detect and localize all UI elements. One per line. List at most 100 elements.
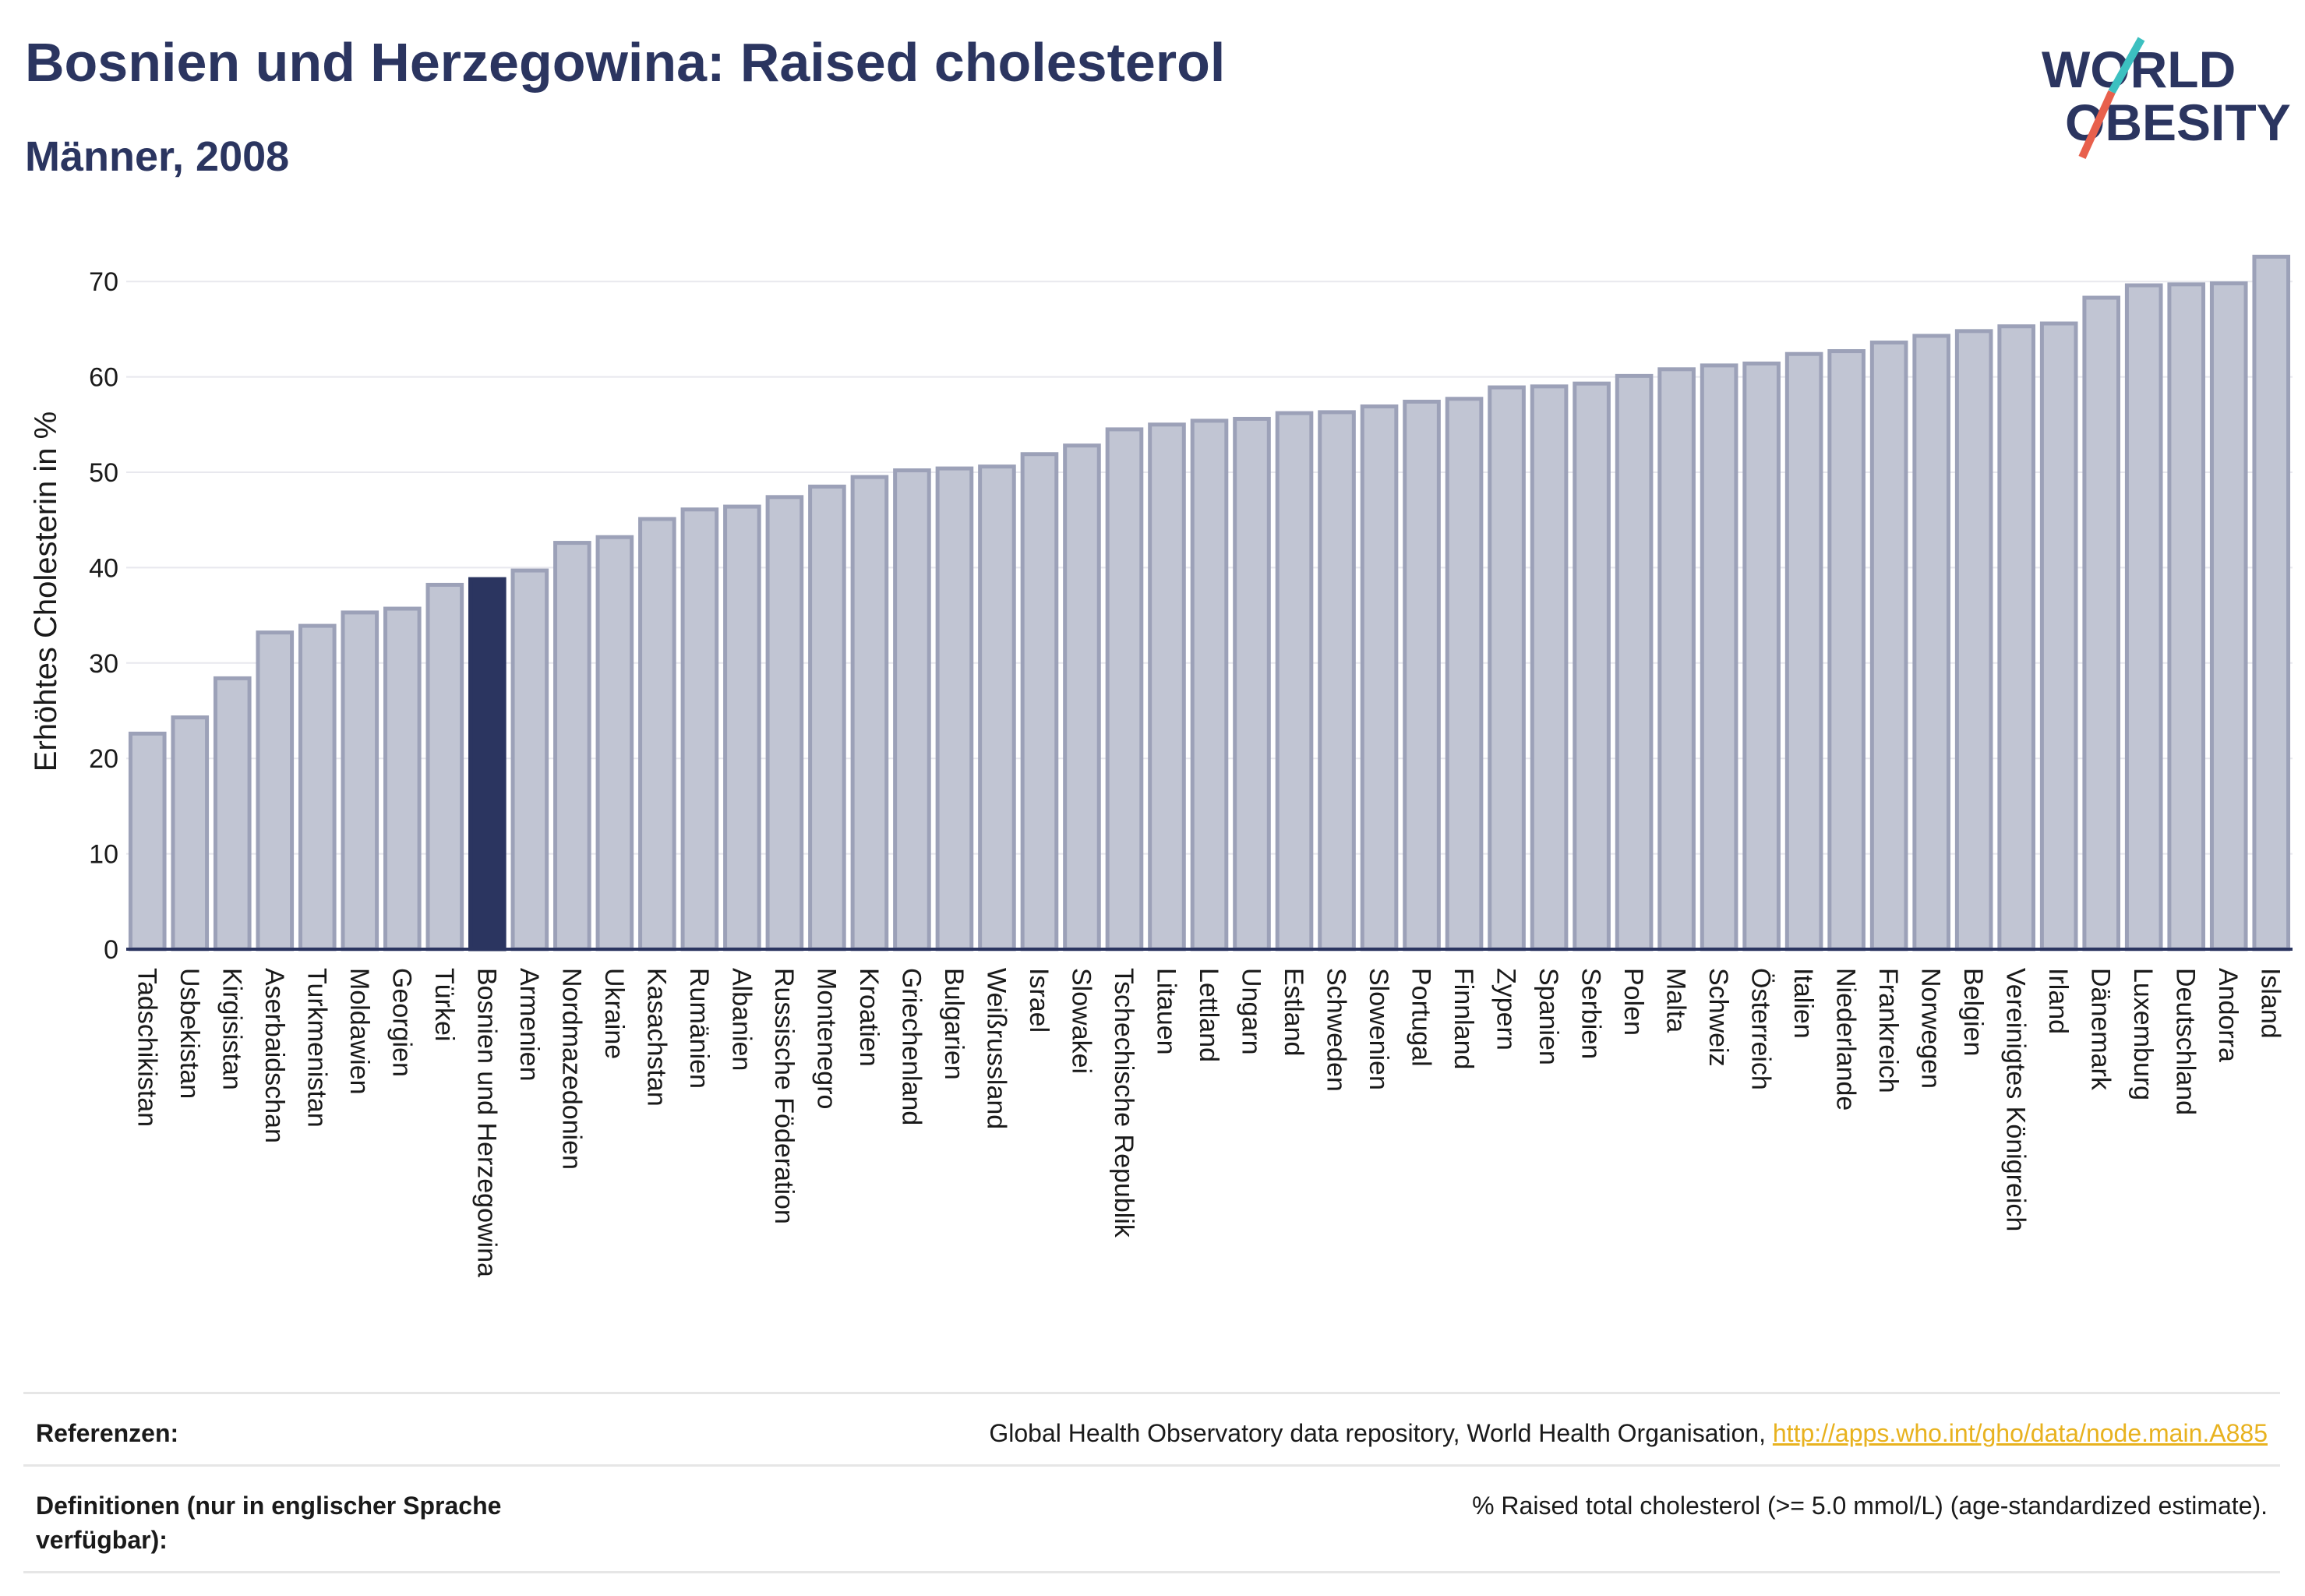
x-tick-label: Slowenien (1364, 968, 1393, 1090)
bar (1190, 418, 1229, 952)
page-title: Bosnien und Herzegowina: Raised choleste… (25, 32, 1226, 93)
footer: Referenzen: Global Health Observatory da… (23, 1392, 2280, 1573)
references-link[interactable]: http://apps.who.int/gho/data/node.main.A… (1772, 1419, 2268, 1447)
bar (383, 606, 422, 952)
x-tick-label: Italien (1788, 968, 1818, 1039)
x-tick-label: Tadschikistan (132, 968, 161, 1127)
x-tick-label: Zypern (1491, 968, 1521, 1050)
x-tick-label: Georgien (387, 968, 416, 1077)
x-tick-label: Moldawien (344, 968, 374, 1095)
definitions-row: Definitionen (nur in englischer Sprache … (23, 1464, 2280, 1573)
bar (935, 466, 974, 952)
x-tick-label: Malta (1661, 968, 1691, 1033)
references-value: Global Health Observatory data repositor… (989, 1416, 2268, 1450)
bar (1318, 410, 1356, 952)
bar (2167, 282, 2206, 952)
x-axis-labels: Tadschikistan Usbekistan Kirgisistan Aserba… (132, 968, 2285, 1277)
y-tick-label: 70 (89, 267, 118, 297)
y-tick-label: 20 (89, 744, 118, 774)
bar (1403, 399, 1441, 952)
x-tick-label: Lettland (1194, 968, 1223, 1062)
bar (1573, 381, 1611, 952)
x-tick-label: Nordmazedonien (556, 968, 586, 1170)
references-label: Referenzen: (36, 1419, 179, 1447)
x-tick-label: Armenien (514, 968, 544, 1082)
x-tick-label: Schweiz (1703, 968, 1733, 1067)
bar (638, 517, 676, 952)
references-text: Global Health Observatory data repositor… (989, 1419, 1773, 1447)
bar (128, 731, 167, 952)
x-tick-label: Russische Föderation (769, 968, 799, 1224)
x-tick-label: Deutschland (2171, 968, 2201, 1115)
bar (808, 484, 846, 952)
bar-chart: 0 10 20 30 40 50 60 70 Tadschikistan Usbekistan K… (29, 254, 2293, 1277)
logo-slash-teal (2108, 37, 2145, 94)
bar (595, 535, 634, 952)
bar (1827, 349, 1866, 952)
bar (1954, 329, 1993, 952)
bar (765, 495, 804, 952)
x-tick-label: Rumänien (684, 968, 714, 1089)
bar (1488, 385, 1526, 952)
x-tick-label: Dänemark (2086, 968, 2116, 1091)
x-tick-label: Island (2256, 968, 2286, 1039)
bar (1784, 351, 1823, 952)
x-tick-label: Niederlande (1831, 968, 1861, 1110)
x-tick-label: Israel (1024, 968, 1054, 1033)
x-tick-label: Türkei (429, 968, 459, 1041)
logo-slash-red (2078, 90, 2116, 160)
bar (1445, 397, 1484, 952)
bar (1615, 373, 1654, 952)
bar (1360, 404, 1399, 952)
x-tick-label: Tschechische Republik (1109, 968, 1138, 1238)
bar (2124, 283, 2163, 952)
x-tick-label: Polen (1618, 968, 1648, 1036)
bar (1912, 334, 1950, 952)
x-tick-label: Griechenland (896, 968, 926, 1125)
bar (1148, 422, 1186, 952)
bar (298, 623, 337, 952)
x-tick-label: Weißrussland (981, 968, 1011, 1129)
definitions-label: Definitionen (nur in englischer Sprache … (36, 1492, 502, 1554)
bar (978, 464, 1016, 952)
x-tick-label: Serbien (1576, 968, 1606, 1059)
bars (128, 254, 2291, 952)
references-row: Referenzen: Global Health Observatory da… (23, 1392, 2280, 1464)
bar (2252, 254, 2291, 952)
x-tick-label: Kasachstan (641, 968, 671, 1107)
bar (341, 610, 379, 952)
bar (2082, 295, 2121, 952)
x-tick-label: Kroatien (854, 968, 884, 1067)
x-tick-label: Schweden (1322, 968, 1351, 1092)
bar (2209, 281, 2248, 952)
bar (1105, 427, 1144, 952)
bar (1063, 443, 1101, 952)
x-tick-label: Estland (1279, 968, 1308, 1056)
x-tick-label: Österreich (1746, 968, 1776, 1090)
y-tick-label: 10 (89, 840, 118, 870)
y-tick-label: 30 (89, 649, 118, 679)
bar (1275, 411, 1314, 952)
y-tick-label: 0 (104, 935, 118, 965)
x-tick-label: Belgien (1958, 968, 1988, 1056)
bar (510, 568, 549, 952)
bar (1530, 384, 1569, 952)
bar (171, 715, 210, 952)
x-tick-label: Montenegro (811, 968, 841, 1109)
x-tick-label: Bosnien und Herzegowina (471, 968, 501, 1277)
x-tick-label: Slowakei (1066, 968, 1096, 1074)
bar (1020, 452, 1059, 952)
x-tick-label: Ungarn (1237, 968, 1266, 1055)
bar (893, 468, 931, 952)
x-tick-label: Ukraine (599, 968, 629, 1059)
bar (1657, 367, 1696, 952)
y-tick-label: 50 (89, 458, 118, 488)
bar (256, 630, 295, 952)
bar (850, 475, 889, 952)
x-tick-label: Spanien (1534, 968, 1563, 1065)
x-tick-label: Luxemburg (2128, 968, 2158, 1100)
x-tick-label: Kirgisistan (217, 968, 246, 1090)
x-tick-label: Finnland (1449, 968, 1478, 1069)
world-obesity-logo: WORLD OBESITY (2042, 37, 2291, 160)
x-tick-label: Aserbaidschan (259, 968, 289, 1143)
